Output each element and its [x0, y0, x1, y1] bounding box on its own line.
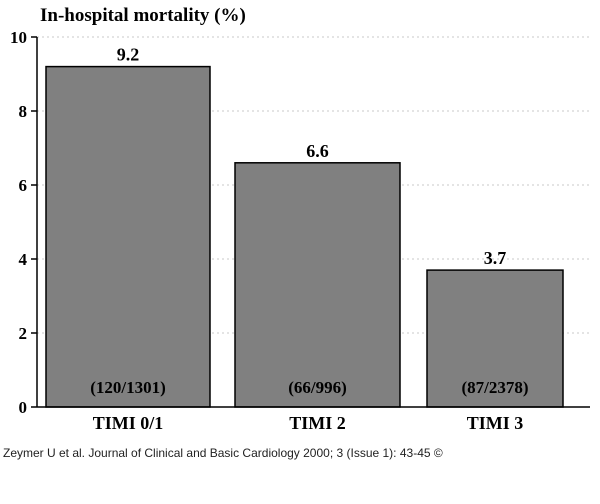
chart-title: In-hospital mortality (%) [40, 5, 246, 26]
bar-value-label: 3.7 [484, 248, 507, 268]
y-tick-label: 2 [19, 324, 28, 343]
x-category-label: TIMI 3 [467, 413, 524, 433]
y-tick-label: 0 [19, 398, 28, 417]
x-category-label: TIMI 2 [289, 413, 346, 433]
y-tick-label: 6 [19, 176, 28, 195]
bar-count-label: (66/996) [288, 378, 347, 397]
bars [45, 65, 564, 408]
bar-count-label: (120/1301) [90, 378, 166, 397]
y-axis-ticks: 0 2 4 6 8 10 [10, 28, 37, 417]
bar-count-label: (87/2378) [461, 378, 528, 397]
data-labels: 9.2 (120/1301) TIMI 0/1 6.6 (66/996) TIMI 2 3.… [90, 45, 528, 433]
bar [234, 162, 401, 408]
bar-value-label: 6.6 [306, 141, 329, 161]
x-category-label: TIMI 0/1 [93, 413, 164, 433]
bar-value-label: 9.2 [117, 45, 140, 65]
citation-text: Zeymer U et al. Journal of Clinical and … [3, 446, 443, 460]
y-tick-label: 4 [19, 250, 28, 269]
bar [45, 65, 211, 408]
y-tick-label: 8 [19, 102, 28, 121]
bar [426, 269, 564, 408]
y-tick-label: 10 [10, 28, 27, 47]
